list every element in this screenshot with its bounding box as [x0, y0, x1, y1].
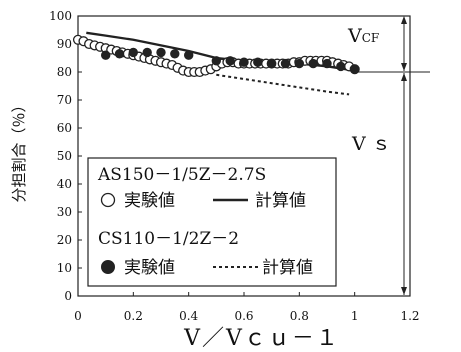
y-tick-label: 70	[57, 93, 72, 107]
y-tick-label: 60	[57, 121, 72, 135]
y-tick-label: 20	[57, 233, 72, 247]
data-point-filled	[156, 47, 166, 58]
legend-group2-calc-label: 計算値	[262, 258, 313, 278]
data-point-filled	[308, 58, 318, 69]
legend-group2-exp-label: 実験値	[124, 258, 175, 278]
data-point-filled	[101, 50, 111, 60]
data-point-filled	[294, 58, 304, 69]
legend-group1-calc-label: 計算値	[255, 191, 306, 211]
x-tick-label: 0	[74, 309, 82, 323]
y-tick-label: 40	[57, 177, 72, 191]
y-tick-label: 100	[49, 9, 72, 23]
data-point-filled	[350, 64, 360, 74]
y-tick-label: 10	[57, 261, 72, 275]
data-point-filled	[239, 57, 249, 67]
y-tick-label: 30	[57, 205, 72, 219]
x-tick-label: 0.8	[290, 309, 309, 323]
x-tick-label: 0.6	[234, 309, 253, 323]
legend-group1-exp-label: 実験値	[124, 191, 175, 211]
y-axis-label: 分担割合（％）	[10, 97, 28, 202]
x-axis-label: V／Vｃｕ－１	[183, 326, 340, 351]
vs-label: V ｓ	[351, 133, 391, 155]
x-tick-label: 1	[351, 309, 359, 323]
calc-line-dotted	[216, 73, 350, 96]
data-point-filled	[336, 61, 346, 72]
vcf-label: VCF	[347, 25, 379, 47]
data-point-filled	[280, 58, 291, 69]
y-tick-label: 90	[57, 37, 72, 51]
vs-arrow-head-top	[401, 73, 407, 81]
data-point-filled	[322, 58, 332, 69]
data-point-filled	[253, 57, 263, 67]
vs-arrow-head-bottom	[401, 287, 407, 295]
legend-group2-title: CS110－1/2Z－2	[98, 229, 239, 249]
data-point-filled	[267, 58, 277, 69]
legend: AS150－1/5Z－2.7S 実験値 計算値 CS110－1/2Z－2 実験値…	[87, 157, 337, 287]
data-point-filled	[128, 47, 139, 58]
vcf-sub: CF	[362, 31, 380, 45]
legend-open-circle-marker	[100, 192, 116, 208]
vcf-arrow-head-bottom	[401, 63, 407, 71]
legend-group1-title: AS150－1/5Z－2.7S	[97, 165, 266, 185]
legend-filled-circle-marker	[101, 260, 115, 274]
y-tick-label: 80	[57, 65, 72, 79]
y-tick-label: 0	[64, 289, 72, 303]
legend-box	[87, 157, 337, 287]
axis-ticks: 0 10 20 30 40 50 60 70 80 90 100 0 0.2 0.4 0.6 0.8 1 1.2	[49, 9, 419, 323]
data-point-filled	[225, 56, 235, 66]
x-tick-label: 0.4	[179, 309, 198, 323]
data-point-filled	[170, 49, 180, 59]
series-layer	[72, 31, 360, 96]
data-point-filled	[211, 56, 222, 66]
annotation-layer: VCF V ｓ	[347, 16, 430, 295]
vcf-main: V	[347, 25, 362, 47]
data-point-filled	[142, 47, 152, 58]
vcf-arrow-head-top	[401, 16, 407, 24]
x-tick-label: 0.2	[124, 309, 143, 323]
x-tick-label: 1.2	[400, 309, 419, 323]
data-point-filled	[184, 50, 194, 60]
y-tick-label: 50	[57, 149, 72, 163]
data-point-filled	[114, 49, 125, 59]
